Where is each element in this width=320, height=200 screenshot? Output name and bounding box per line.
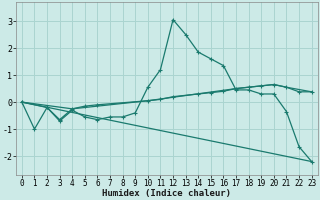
X-axis label: Humidex (Indice chaleur): Humidex (Indice chaleur) bbox=[102, 189, 231, 198]
